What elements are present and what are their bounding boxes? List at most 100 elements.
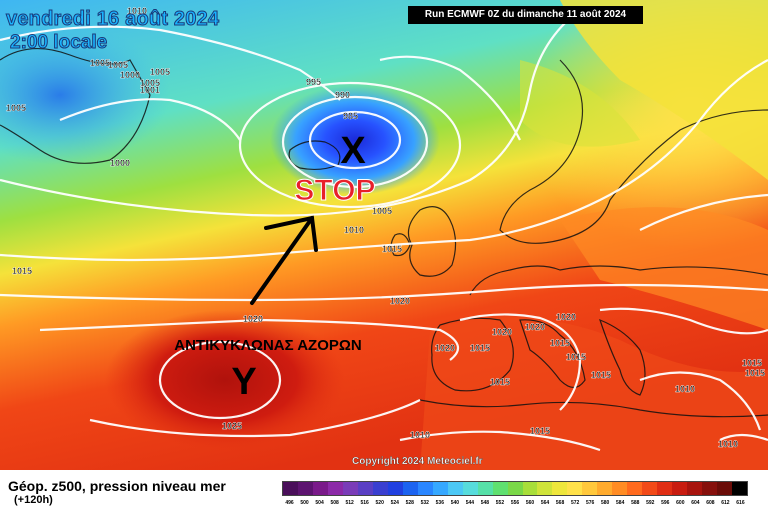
isobar-label: 1005 — [108, 60, 128, 70]
isobar-label: 1015 — [490, 377, 510, 387]
isobar-label: 1020 — [390, 296, 410, 306]
high-pressure-symbol: Y — [231, 361, 256, 403]
legend-subtitle: (+120h) — [14, 494, 53, 506]
isobar-label: 1000 — [110, 158, 130, 168]
color-swatch — [522, 482, 538, 495]
color-swatch — [357, 482, 373, 495]
scale-tick-label: 544 — [465, 500, 475, 506]
scale-tick-label: 552 — [495, 500, 505, 506]
color-swatch — [402, 482, 418, 495]
scale-tick-label: 528 — [405, 500, 414, 506]
scale-tick-label: 556 — [510, 500, 520, 506]
color-swatch — [657, 482, 673, 495]
isobar-label: 1010 — [718, 439, 738, 449]
scale-tick-label: 524 — [390, 500, 399, 506]
scale-tick-label: 516 — [360, 500, 369, 506]
isobar-label: 1020 — [243, 314, 263, 324]
low-pressure-symbol: X — [340, 130, 366, 172]
scale-tick-label: 576 — [585, 500, 595, 506]
color-swatch — [283, 482, 298, 495]
color-swatch — [447, 482, 463, 495]
stop-label: STOP — [294, 174, 375, 207]
color-swatch — [687, 482, 703, 495]
color-swatch — [417, 482, 433, 495]
scale-tick-label: 580 — [601, 500, 610, 506]
color-swatch — [312, 482, 328, 495]
copyright: Copyright 2024 Meteociel.fr — [352, 456, 483, 467]
scale-tick-label: 504 — [315, 500, 324, 506]
color-swatch — [612, 482, 628, 495]
scale-tick-label: 608 — [706, 500, 715, 506]
scale-tick-label: 584 — [616, 500, 625, 506]
scale-tick-label: 512 — [345, 500, 354, 506]
color-swatch — [642, 482, 658, 495]
color-swatch — [387, 482, 403, 495]
scale-tick-label: 588 — [631, 500, 640, 506]
color-swatch — [492, 482, 508, 495]
color-swatch — [507, 482, 523, 495]
isobar-label: 985 — [343, 111, 358, 121]
color-scale — [282, 481, 748, 496]
scale-tick-label: 540 — [450, 500, 460, 506]
isobar-label: 1010 — [675, 384, 695, 394]
color-swatch — [552, 482, 568, 495]
azores-anticyclone-label: ΑΝΤΙΚΥΚΛΩΝΑΣ ΑΖΟΡΩΝ — [174, 337, 362, 354]
isobar-label: 1015 — [742, 358, 762, 368]
isobar-label: 1015 — [550, 338, 570, 348]
color-swatch — [567, 482, 583, 495]
scale-tick-label: 532 — [420, 500, 429, 506]
color-swatch — [597, 482, 613, 495]
isobar-label: 1025 — [222, 421, 242, 431]
color-swatch — [297, 482, 313, 495]
isobar-label: 1005 — [90, 58, 110, 68]
isobar-label: 1005 — [6, 103, 26, 113]
isobar-label: 995 — [306, 77, 321, 87]
scale-tick-label: 568 — [555, 500, 565, 506]
isobars — [0, 9, 768, 452]
color-swatch — [372, 482, 388, 495]
color-scale-ticks: 496 500 504 508 512 516 520 524 528 532 536 540 544 5… — [282, 500, 748, 506]
wind-arrow — [250, 215, 318, 305]
isobar-label: 990 — [335, 90, 350, 100]
isobar-label: 1020 — [492, 327, 512, 337]
legend-title: Géop. z500, pression niveau mer — [8, 478, 226, 494]
isobar-label: 1005 — [150, 67, 170, 77]
isobar-label: 1020 — [435, 343, 455, 353]
scale-tick-label: 572 — [570, 500, 580, 506]
isobar-label: 1010 — [127, 6, 147, 16]
scale-tick-label: 508 — [330, 500, 339, 506]
color-swatch — [582, 482, 598, 495]
scale-tick-label: 600 — [676, 500, 685, 506]
isobar-label: 1015 — [530, 426, 550, 436]
isobar-label: 1020 — [525, 322, 545, 332]
color-swatch — [702, 482, 718, 495]
color-swatch — [672, 482, 688, 495]
color-swatch — [717, 482, 733, 495]
scale-tick-label: 496 — [285, 500, 294, 506]
scale-tick-label: 564 — [540, 500, 550, 506]
isobar-label: 1010 — [344, 225, 364, 235]
isobar-label: 1000 — [120, 70, 140, 80]
isobar-label: 1005 — [140, 78, 160, 88]
color-swatch — [477, 482, 493, 495]
scale-tick-label: 536 — [435, 500, 444, 506]
isobar-label: 1015 — [470, 343, 490, 353]
forecast-time: 2:00 locale — [9, 32, 108, 54]
isobar-label: 1015 — [745, 368, 765, 378]
color-swatch — [342, 482, 358, 495]
color-swatch — [537, 482, 553, 495]
scale-tick-label: 604 — [691, 500, 700, 506]
scale-tick-label: 596 — [661, 500, 670, 506]
isobar-label: 1001 — [140, 85, 160, 95]
scale-tick-label: 548 — [480, 500, 490, 506]
color-swatch — [627, 482, 643, 495]
scale-tick-label: 520 — [375, 500, 384, 506]
scale-tick-label: 616 — [736, 500, 745, 506]
isobar-label: 1020 — [556, 312, 576, 322]
forecast-date: vendredi 16 août 2024 — [5, 8, 220, 31]
isobar-label: 1015 — [591, 370, 611, 380]
isobar-label: 1015 — [12, 266, 32, 276]
isobar-label: 1010 — [410, 430, 430, 440]
